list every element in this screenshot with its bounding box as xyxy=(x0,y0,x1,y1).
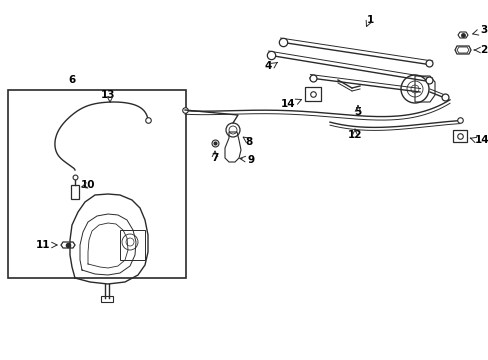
Text: 14: 14 xyxy=(474,135,488,145)
Text: 3: 3 xyxy=(479,25,486,35)
Text: 7: 7 xyxy=(211,153,218,163)
Bar xyxy=(305,87,320,101)
Bar xyxy=(101,296,113,302)
Text: 5: 5 xyxy=(354,107,361,117)
Bar xyxy=(71,185,79,199)
Text: 11: 11 xyxy=(36,240,50,250)
Text: 4: 4 xyxy=(264,61,271,71)
Text: 9: 9 xyxy=(247,155,255,165)
Bar xyxy=(120,230,145,260)
Text: 1: 1 xyxy=(366,15,373,25)
Text: 8: 8 xyxy=(244,137,252,147)
Text: 13: 13 xyxy=(101,90,115,100)
Text: 2: 2 xyxy=(479,45,486,55)
Text: 10: 10 xyxy=(81,180,95,190)
Text: 12: 12 xyxy=(347,130,362,140)
Text: 6: 6 xyxy=(68,75,76,85)
Bar xyxy=(8,90,185,278)
Text: 14: 14 xyxy=(280,99,294,109)
Bar xyxy=(452,130,466,142)
